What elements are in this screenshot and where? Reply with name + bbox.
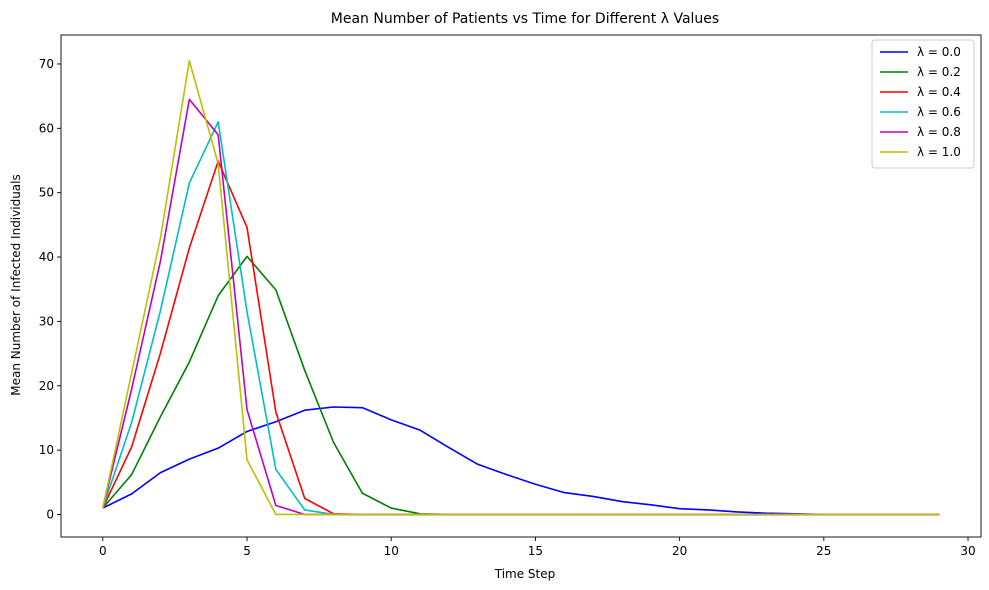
- y-tick-label: 30: [39, 314, 54, 328]
- series-line-1: [102, 255, 940, 516]
- axes-frame: [60, 34, 982, 538]
- legend-entry: λ = 0.8: [917, 125, 961, 139]
- series-line-3: [102, 121, 940, 516]
- x-axis-label: Time Step: [494, 567, 556, 581]
- x-tick-label: 15: [528, 544, 543, 558]
- y-tick-label: 50: [39, 186, 54, 200]
- series-line-0: [102, 406, 940, 516]
- plot-area: 0 5 10 15 20 25 30 0 10 20 30 40 50 60 70: [39, 34, 982, 558]
- legend: λ = 0.0 λ = 0.2 λ = 0.4 λ = 0.6 λ = 0.8 λ = 1…: [871, 39, 975, 169]
- x-tick-label: 30: [960, 544, 975, 558]
- legend-entry: λ = 0.2: [917, 65, 961, 79]
- y-axis-label: Mean Number of Infected Individuals: [9, 174, 23, 395]
- series-line-5: [102, 59, 940, 516]
- y-tick-label: 20: [39, 379, 54, 393]
- y-tick-label: 70: [39, 57, 54, 71]
- x-tick-label: 20: [672, 544, 687, 558]
- legend-entry: λ = 0.6: [917, 105, 961, 119]
- x-tick-label: 0: [99, 544, 107, 558]
- legend-entry: λ = 0.0: [917, 45, 961, 59]
- series-line-4: [102, 98, 940, 516]
- series-line-2: [102, 160, 940, 516]
- y-tick-label: 40: [39, 250, 54, 264]
- x-tick-label: 5: [243, 544, 251, 558]
- y-tick-label: 10: [39, 443, 54, 457]
- x-tick-label: 10: [384, 544, 399, 558]
- y-tick-label: 60: [39, 121, 54, 135]
- chart-title: Mean Number of Patients vs Time for Diff…: [331, 11, 719, 27]
- legend-entry: λ = 0.4: [917, 85, 961, 99]
- y-tick-label: 0: [46, 507, 54, 521]
- x-tick-label: 25: [816, 544, 831, 558]
- legend-entry: λ = 1.0: [917, 145, 961, 159]
